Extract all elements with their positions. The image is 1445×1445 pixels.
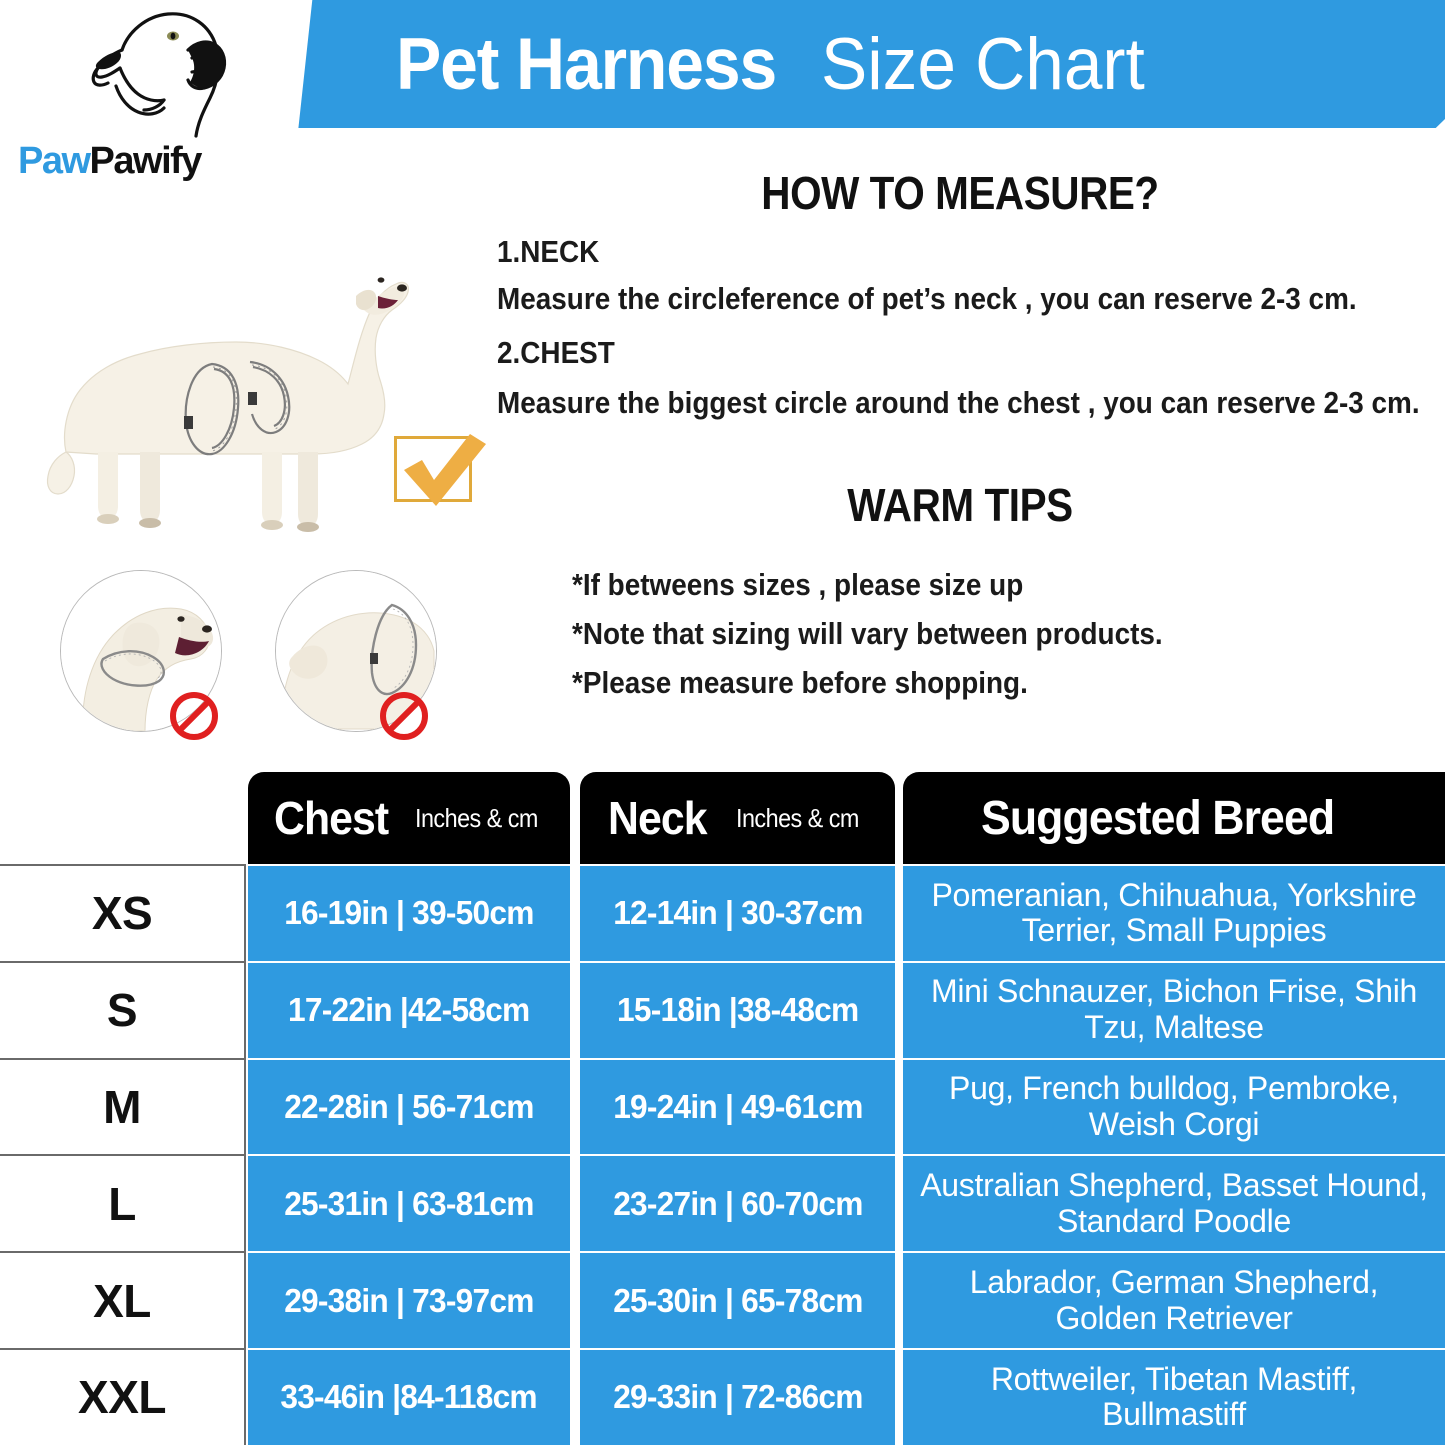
cell-chest: 25-31in | 63-81cm bbox=[248, 1154, 570, 1252]
incorrect-example-photo-1 bbox=[60, 570, 222, 732]
cell-neck-value: 29-33in | 72-86cm bbox=[612, 1378, 863, 1416]
cell-breed: Pug, French bulldog, Pembroke, Weish Cor… bbox=[903, 1057, 1445, 1155]
cell-size: L bbox=[0, 1154, 246, 1252]
dog-with-measuring-tape-photo bbox=[46, 277, 409, 532]
cell-chest: 17-22in |42-58cm bbox=[248, 960, 570, 1058]
cell-neck-value: 12-14in | 30-37cm bbox=[612, 894, 863, 932]
cell-neck-value: 25-30in | 65-78cm bbox=[612, 1281, 863, 1319]
prohibited-sign-icon bbox=[380, 692, 428, 740]
column-header-breed: Suggested Breed bbox=[903, 772, 1445, 864]
how-to-measure-heading: HOW TO MEASURE? bbox=[761, 167, 1159, 219]
page-title: Pet Harness Size Chart bbox=[396, 28, 1162, 101]
cell-neck: 12-14in | 30-37cm bbox=[580, 864, 895, 961]
cell-size: M bbox=[0, 1057, 246, 1155]
brand-logo: PawPawify bbox=[8, 4, 288, 204]
dog-head-icon bbox=[91, 12, 227, 138]
cell-breed: Mini Schnauzer, Bichon Frise, Shih Tzu, … bbox=[903, 960, 1445, 1058]
table-row: L 25-31in | 63-81cm 23-27in | 60-70cm Au… bbox=[0, 1154, 1445, 1252]
warm-tips-heading: WARM TIPS bbox=[847, 479, 1073, 531]
table-row: XXL 33-46in |84-118cm 29-33in | 72-86cm … bbox=[0, 1347, 1445, 1445]
cell-neck: 19-24in | 49-61cm bbox=[580, 1057, 895, 1155]
measure-step-1-label: 1.NECK bbox=[497, 234, 600, 269]
warm-tip-1: *If betweens sizes , please size up bbox=[572, 567, 1024, 602]
cell-neck: 15-18in |38-48cm bbox=[580, 960, 895, 1058]
prohibited-sign-icon bbox=[170, 692, 218, 740]
cell-chest-value: 33-46in |84-118cm bbox=[280, 1378, 538, 1416]
cell-breed-value: Pomeranian, Chihuahua, Yorkshire Terrier… bbox=[931, 876, 1417, 949]
column-header-chest: Chest Inches & cm bbox=[248, 772, 570, 864]
cell-neck-value: 19-24in | 49-61cm bbox=[612, 1087, 863, 1125]
cell-neck: 25-30in | 65-78cm bbox=[580, 1251, 895, 1348]
cell-breed-value: Rottweiler, Tibetan Mastiff, Bullmastiff bbox=[990, 1360, 1358, 1433]
column-header-neck-units: Inches & cm bbox=[735, 802, 859, 833]
warm-tip-3: *Please measure before shopping. bbox=[572, 665, 1028, 700]
cell-neck: 29-33in | 72-86cm bbox=[580, 1347, 895, 1445]
page-title-thin: Size Chart bbox=[820, 23, 1145, 105]
cell-size: XL bbox=[0, 1251, 246, 1348]
cell-breed: Pomeranian, Chihuahua, Yorkshire Terrier… bbox=[903, 864, 1445, 961]
table-header-row: Chest Inches & cm Neck Inches & cm Sugge… bbox=[0, 772, 1445, 864]
column-header-neck-label: Neck bbox=[608, 792, 707, 844]
orange-checkmark-icon bbox=[404, 434, 486, 506]
measure-step-1-text: Measure the circleference of pet’s neck … bbox=[497, 281, 1357, 316]
cell-chest: 16-19in | 39-50cm bbox=[248, 864, 570, 961]
cell-breed-value: Labrador, German Shepherd, Golden Retrie… bbox=[969, 1263, 1379, 1336]
cell-chest-value: 29-38in | 73-97cm bbox=[284, 1281, 534, 1319]
measure-step-2-label: 2.CHEST bbox=[497, 335, 615, 370]
incorrect-example-photo-2 bbox=[275, 570, 437, 732]
cell-chest-value: 22-28in | 56-71cm bbox=[284, 1087, 534, 1125]
dog-neck-wrong-measure-photo bbox=[276, 571, 436, 731]
cell-breed-value: Mini Schnauzer, Bichon Frise, Shih Tzu, … bbox=[930, 973, 1418, 1046]
table-row: S 17-22in |42-58cm 15-18in |38-48cm Mini… bbox=[0, 960, 1445, 1058]
table-row: XS 16-19in | 39-50cm 12-14in | 30-37cm P… bbox=[0, 864, 1445, 961]
cell-chest-value: 16-19in | 39-50cm bbox=[284, 894, 534, 932]
page-title-bold: Pet Harness bbox=[396, 23, 777, 105]
table-row: XL 29-38in | 73-97cm 25-30in | 65-78cm L… bbox=[0, 1251, 1445, 1348]
cell-size: S bbox=[0, 960, 246, 1058]
cell-neck-value: 15-18in |38-48cm bbox=[616, 991, 859, 1029]
cell-size: XS bbox=[0, 864, 246, 961]
brand-name-part2: Pawify bbox=[89, 140, 203, 182]
size-table: Chest Inches & cm Neck Inches & cm Sugge… bbox=[0, 772, 1445, 1445]
table-row: M 22-28in | 56-71cm 19-24in | 49-61cm Pu… bbox=[0, 1057, 1445, 1155]
cell-neck: 23-27in | 60-70cm bbox=[580, 1154, 895, 1252]
table-body: XS 16-19in | 39-50cm 12-14in | 30-37cm P… bbox=[0, 864, 1445, 1445]
cell-breed-value: Pug, French bulldog, Pembroke, Weish Cor… bbox=[949, 1070, 1399, 1142]
cell-neck-value: 23-27in | 60-70cm bbox=[612, 1184, 863, 1222]
cell-breed: Rottweiler, Tibetan Mastiff, Bullmastiff bbox=[903, 1347, 1445, 1445]
warm-tip-2: *Note that sizing will vary between prod… bbox=[572, 616, 1163, 651]
cell-chest: 22-28in | 56-71cm bbox=[248, 1057, 570, 1155]
cell-chest: 33-46in |84-118cm bbox=[248, 1347, 570, 1445]
cell-breed: Labrador, German Shepherd, Golden Retrie… bbox=[903, 1251, 1445, 1348]
cell-breed: Australian Shepherd, Basset Hound, Stand… bbox=[903, 1154, 1445, 1252]
column-header-chest-label: Chest bbox=[274, 792, 389, 844]
column-header-chest-units: Inches & cm bbox=[414, 802, 538, 833]
cell-chest-value: 17-22in |42-58cm bbox=[288, 991, 530, 1029]
cell-breed-value: Australian Shepherd, Basset Hound, Stand… bbox=[920, 1166, 1428, 1239]
column-header-breed-label: Suggested Breed bbox=[981, 791, 1335, 845]
cell-chest-value: 25-31in | 63-81cm bbox=[284, 1184, 534, 1222]
brand-name-part1: Paw bbox=[18, 140, 91, 182]
cell-size: XXL bbox=[0, 1347, 246, 1445]
column-header-neck: Neck Inches & cm bbox=[580, 772, 895, 864]
header-banner: Pet Harness Size Chart bbox=[298, 0, 1445, 128]
dog-neck-wrong-measure-photo bbox=[61, 571, 221, 731]
brand-wordmark: PawPawify bbox=[18, 140, 203, 183]
measure-step-2-text: Measure the biggest circle around the ch… bbox=[497, 385, 1420, 420]
cell-chest: 29-38in | 73-97cm bbox=[248, 1251, 570, 1348]
